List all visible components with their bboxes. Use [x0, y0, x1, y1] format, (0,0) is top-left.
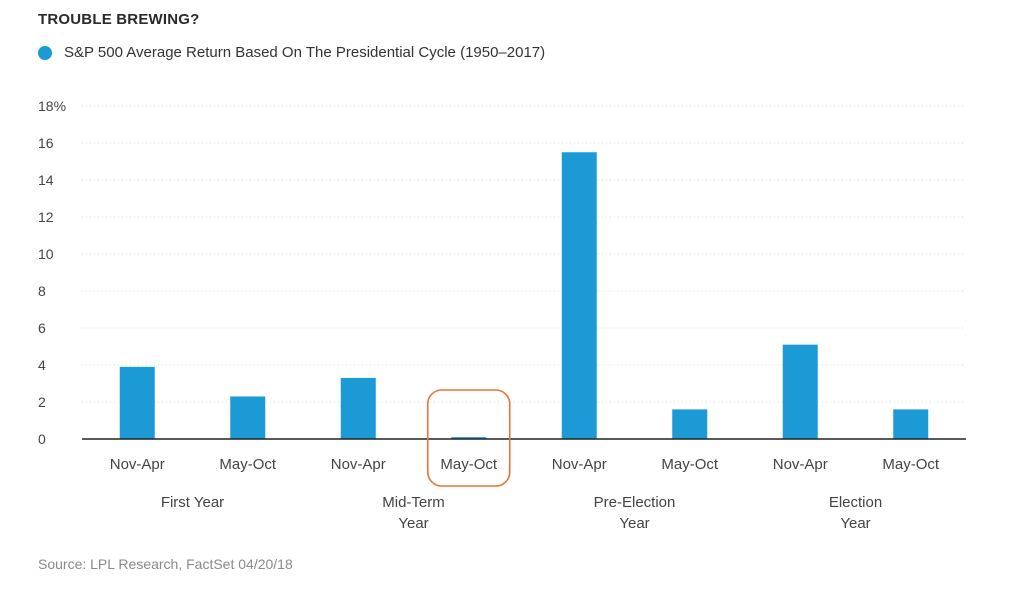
- y-tick-label: 16: [38, 135, 54, 151]
- bar: [230, 396, 266, 439]
- x-tick-label: May-Oct: [440, 456, 498, 473]
- group-label: Year: [840, 515, 870, 532]
- y-tick-label: 6: [38, 320, 46, 336]
- group-label: Year: [619, 515, 649, 532]
- group-label: Year: [398, 515, 428, 532]
- bar: [119, 366, 155, 439]
- x-tick-label: May-Oct: [882, 456, 940, 473]
- source-note: Source: LPL Research, FactSet 04/20/18: [38, 556, 293, 572]
- y-tick-label: 2: [38, 394, 46, 410]
- x-tick-label: Nov-Apr: [773, 456, 828, 473]
- bar: [451, 437, 487, 439]
- y-tick-label: 0: [38, 431, 46, 447]
- highlight-box: [426, 389, 511, 487]
- legend-marker: [38, 45, 52, 60]
- chart-title: TROUBLE BREWING?: [38, 11, 200, 28]
- x-tick-label: May-Oct: [219, 456, 277, 473]
- group-label: Mid-Term: [382, 494, 445, 511]
- legend-label: S&P 500 Average Return Based On The Pres…: [64, 44, 546, 61]
- bar: [340, 377, 376, 439]
- group-label: Pre-Election: [594, 494, 676, 511]
- bar: [672, 409, 708, 439]
- group-label: First Year: [161, 494, 224, 511]
- x-tick-label: May-Oct: [661, 456, 719, 473]
- legend: S&P 500 Average Return Based On The Pres…: [38, 44, 545, 61]
- y-tick-label: 8: [38, 283, 46, 299]
- x-tick-label: Nov-Apr: [331, 456, 386, 473]
- bar: [893, 409, 929, 439]
- bar: [561, 152, 597, 439]
- group-label: Election: [829, 494, 882, 511]
- y-tick-label: 12: [38, 209, 54, 225]
- x-tick-label: Nov-Apr: [552, 456, 607, 473]
- y-tick-label: 10: [38, 246, 54, 262]
- x-tick-label: Nov-Apr: [110, 456, 165, 473]
- y-tick-label: 4: [38, 357, 46, 373]
- y-tick-label: 14: [38, 172, 54, 188]
- bar: [782, 344, 818, 439]
- y-tick-label: 18%: [38, 98, 66, 114]
